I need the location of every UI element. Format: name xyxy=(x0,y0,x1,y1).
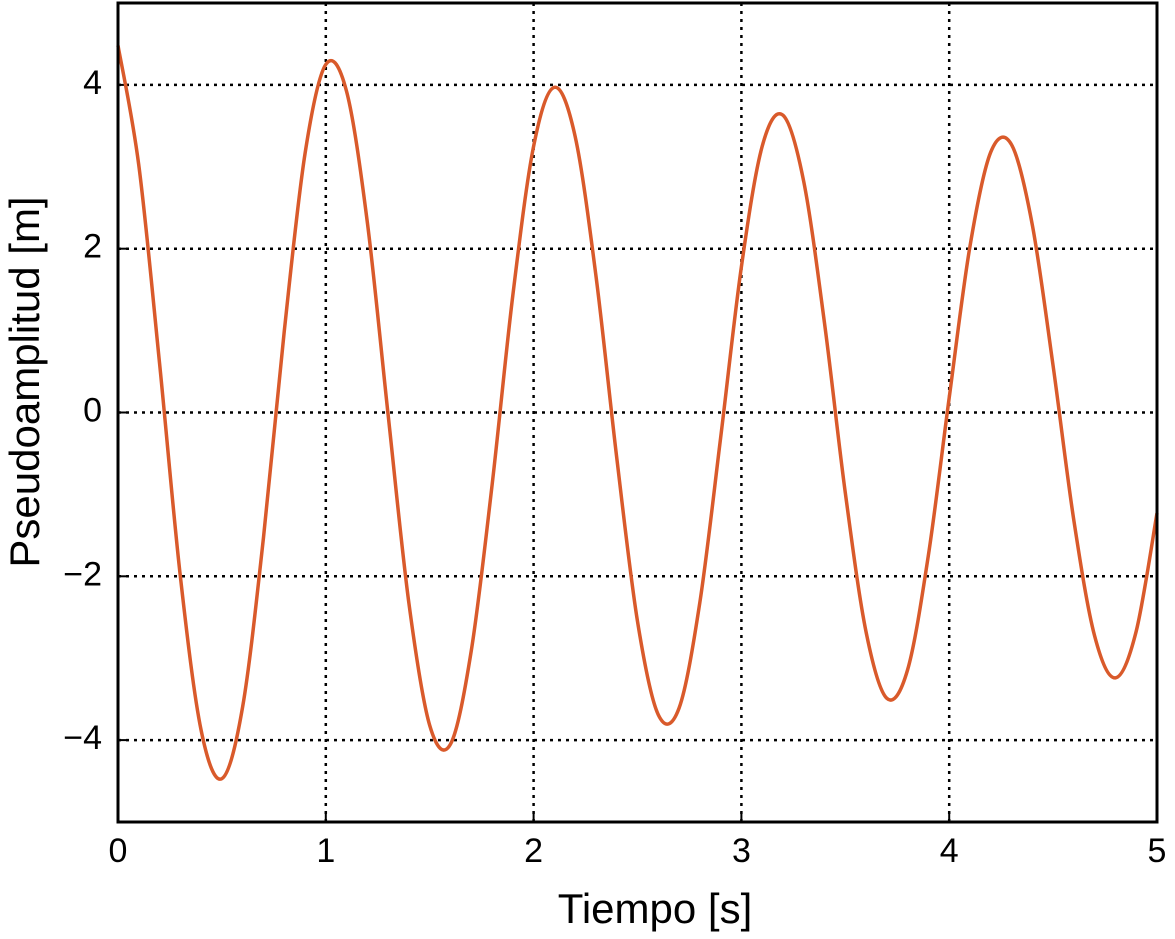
y-axis-label: Pseudoamplitud [m] xyxy=(1,196,48,567)
data-line xyxy=(116,45,1159,781)
x-tick-label: 4 xyxy=(940,832,959,870)
y-tick-label: 0 xyxy=(83,391,102,429)
x-tick-label: 0 xyxy=(109,832,128,870)
plot-frame xyxy=(116,1,1159,824)
x-tick-label: 2 xyxy=(524,832,543,870)
x-tick-label: 3 xyxy=(732,832,751,870)
x-axis-label: Tiempo [s] xyxy=(558,885,753,932)
y-tick-label: −2 xyxy=(63,555,102,593)
x-tick-label: 5 xyxy=(1148,832,1167,870)
x-tick-label: 1 xyxy=(316,832,335,870)
y-tick-label: −4 xyxy=(63,719,102,757)
y-tick-label: 4 xyxy=(83,64,102,102)
y-tick-label: 2 xyxy=(83,228,102,266)
